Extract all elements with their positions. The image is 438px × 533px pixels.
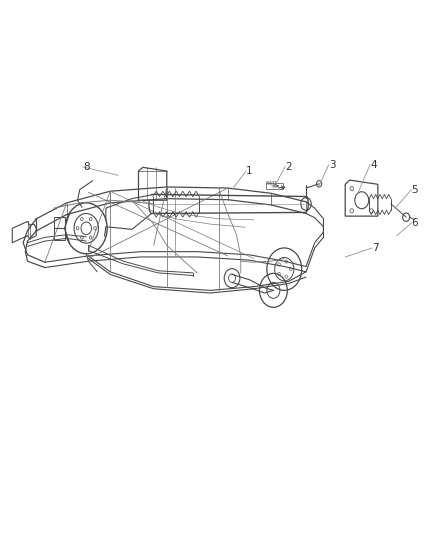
Text: 6: 6	[412, 218, 418, 228]
Text: 2: 2	[285, 162, 292, 172]
Polygon shape	[138, 167, 167, 200]
Text: FWD: FWD	[265, 181, 277, 187]
Text: 8: 8	[83, 162, 89, 172]
Text: 7: 7	[372, 243, 379, 253]
Text: 5: 5	[412, 184, 418, 195]
Text: 3: 3	[329, 160, 336, 169]
Polygon shape	[345, 180, 378, 216]
Text: 1: 1	[246, 166, 253, 176]
Text: 4: 4	[370, 160, 377, 169]
